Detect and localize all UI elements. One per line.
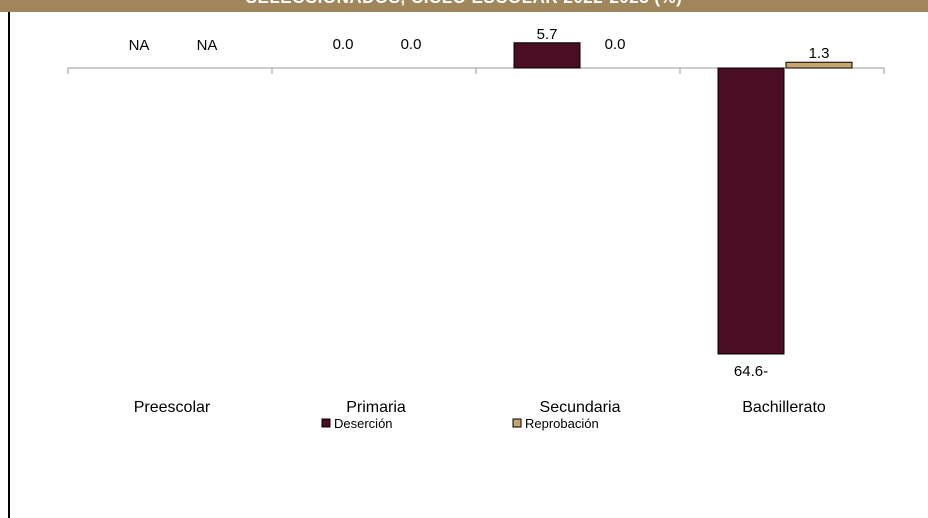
category-label: Preescolar bbox=[134, 399, 211, 416]
data-label: NA bbox=[129, 37, 150, 54]
bar-desercion bbox=[513, 42, 581, 69]
chart-title: SELECCIONADOS, CICLO ESCOLAR 2022-2023 (… bbox=[0, 0, 928, 8]
category-label: Primaria bbox=[346, 399, 406, 416]
data-label: 64.6- bbox=[734, 363, 768, 380]
bar-desercion bbox=[717, 67, 785, 355]
legend-label: Deserción bbox=[334, 416, 393, 431]
data-label: 1.3 bbox=[809, 45, 830, 62]
title-bar: SELECCIONADOS, CICLO ESCOLAR 2022-2023 (… bbox=[0, 0, 928, 12]
category-label: Secundaria bbox=[540, 399, 621, 416]
data-label: 5.7 bbox=[537, 26, 558, 43]
legend-swatch bbox=[321, 418, 331, 428]
data-label: 0.0 bbox=[333, 36, 354, 53]
legend-swatch bbox=[512, 418, 522, 428]
legend-label: Reprobación bbox=[525, 416, 599, 431]
data-label: 0.0 bbox=[605, 36, 626, 53]
data-label: 0.0 bbox=[401, 36, 422, 53]
data-label: NA bbox=[197, 37, 218, 54]
chart-border-left bbox=[8, 12, 10, 518]
category-label: Bachillerato bbox=[742, 399, 826, 416]
bar-reprobacion bbox=[785, 61, 853, 69]
